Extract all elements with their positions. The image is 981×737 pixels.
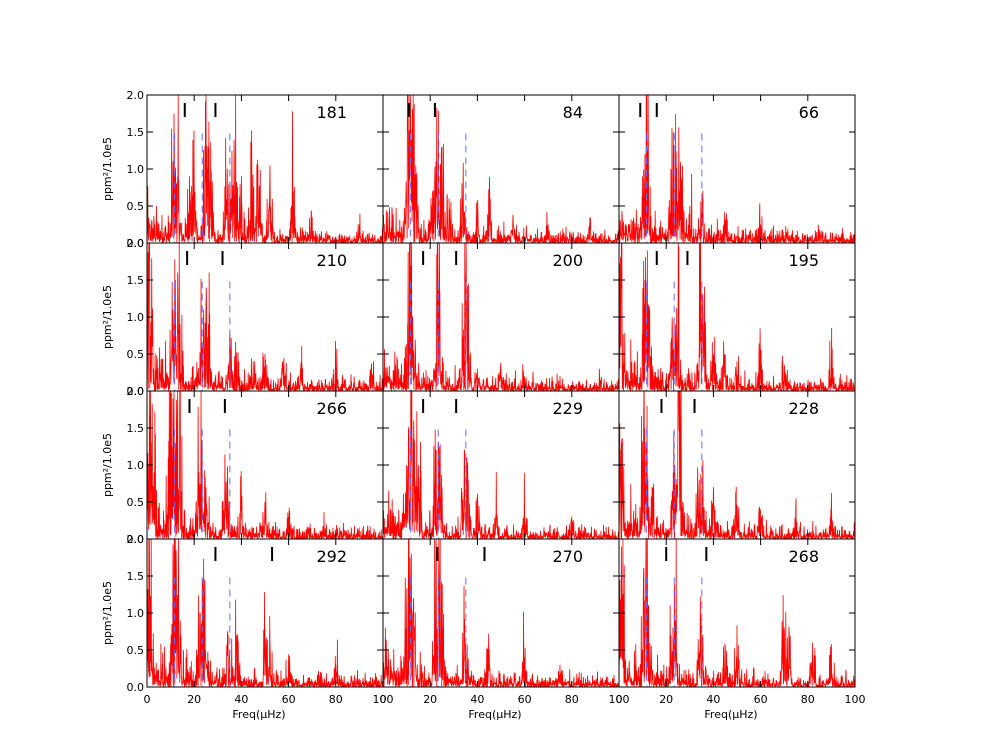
spectrum-series xyxy=(383,243,619,391)
x-tick-label: 60 xyxy=(754,693,768,706)
panel-frame xyxy=(618,94,856,244)
spectrum-series xyxy=(147,391,383,539)
panel-label: 292 xyxy=(316,547,347,566)
spectrum-series xyxy=(383,391,619,539)
x-tick-label: 80 xyxy=(801,693,815,706)
spectrum-panel-292: 292 xyxy=(146,538,384,688)
y-tick-label: 1.5 xyxy=(127,274,145,287)
panel-frame xyxy=(146,94,384,244)
spectrum-panel-270: 270 xyxy=(382,538,620,688)
spectrum-panel-268: 268 xyxy=(618,538,856,688)
panel-label: 195 xyxy=(788,251,819,270)
panel-label: 210 xyxy=(316,251,347,270)
panel-frame xyxy=(382,538,620,688)
y-tick-label: 2.0 xyxy=(127,237,145,250)
spectrum-panel-210: 210 xyxy=(146,242,384,392)
panel-label: 84 xyxy=(563,103,583,122)
y-axis-title: ppm²/1.0e5 xyxy=(101,433,114,497)
x-tick-label: 40 xyxy=(470,693,484,706)
y-tick-label: 1.0 xyxy=(127,311,145,324)
spectrum-series xyxy=(383,95,619,243)
x-tick-label: 60 xyxy=(518,693,532,706)
x-tick-label: 100 xyxy=(845,693,866,706)
panel-label: 268 xyxy=(788,547,819,566)
spectrum-panel-228: 228 xyxy=(618,390,856,540)
y-tick-label: 1.5 xyxy=(127,570,145,583)
y-tick-label: 1.0 xyxy=(127,459,145,472)
y-tick-label: 1.5 xyxy=(127,422,145,435)
spectrum-panel-195: 195 xyxy=(618,242,856,392)
spectrum-panel-229: 229 xyxy=(382,390,620,540)
x-axis-title: Freq(μHz) xyxy=(468,708,521,721)
y-tick-label: 0.5 xyxy=(127,348,145,361)
panel-label: 66 xyxy=(799,103,819,122)
panel-label: 270 xyxy=(552,547,583,566)
panel-label: 200 xyxy=(552,251,583,270)
y-axis-labels: 0.0 0.5 1.0 1.5 2.0 ppm²/1.0e5 0.0 0.5 1.0 1.5 2.0… xyxy=(101,89,144,694)
y-tick-label: 1.0 xyxy=(127,163,145,176)
y-axis-title: ppm²/1.0e5 xyxy=(101,581,114,645)
panel-label: 266 xyxy=(316,399,347,418)
spectrum-series xyxy=(619,391,855,539)
spectrum-series xyxy=(383,539,619,687)
x-tick-label: 80 xyxy=(565,693,579,706)
x-axis-title: Freq(μHz) xyxy=(704,708,757,721)
y-tick-label: 1.5 xyxy=(127,126,145,139)
y-tick-label: 0.0 xyxy=(127,533,145,546)
y-tick-label: 0.0 xyxy=(127,681,145,694)
x-tick-label: 100 xyxy=(609,693,630,706)
x-tick-label: 20 xyxy=(423,693,437,706)
spectrum-series xyxy=(619,95,855,243)
spectrum-panel-266: 266 xyxy=(146,390,384,540)
spectrum-series xyxy=(147,95,383,243)
x-tick-label: 40 xyxy=(234,693,248,706)
y-axis-title: ppm²/1.0e5 xyxy=(101,285,114,349)
y-axis-title: ppm²/1.0e5 xyxy=(101,137,114,201)
x-tick-label: 0 xyxy=(616,693,623,706)
spectrum-panel-66: 66 xyxy=(618,94,856,244)
x-tick-label: 0 xyxy=(144,693,151,706)
x-tick-label: 0 xyxy=(380,693,387,706)
x-tick-label: 20 xyxy=(659,693,673,706)
y-tick-label: 2.0 xyxy=(127,533,145,546)
x-tick-label: 60 xyxy=(282,693,296,706)
y-tick-label: 1.0 xyxy=(127,607,145,620)
x-tick-label: 40 xyxy=(706,693,720,706)
panel-label: 229 xyxy=(552,399,583,418)
panel-frame xyxy=(146,538,384,688)
spectrum-series xyxy=(147,243,383,391)
x-axis-labels: 0 20 40 60 80 100 Freq(μHz) 0 20 40 60 80 100 Freq(μH… xyxy=(144,693,866,721)
y-tick-label: 0.5 xyxy=(127,644,145,657)
y-tick-label: 0.5 xyxy=(127,200,145,213)
panel-grid: 181 84 66 210 200 195 266 229 228 292 270 268 xyxy=(146,94,856,688)
y-tick-label: 0.5 xyxy=(127,496,145,509)
spectrum-panel-84: 84 xyxy=(382,94,620,244)
y-tick-label: 0.0 xyxy=(127,385,145,398)
spectrum-panel-181: 181 xyxy=(146,94,384,244)
panel-label: 228 xyxy=(788,399,819,418)
panel-label: 181 xyxy=(316,103,347,122)
y-tick-label: 0.0 xyxy=(127,237,145,250)
spectrum-series xyxy=(619,243,855,391)
y-tick-label: 2.0 xyxy=(127,385,145,398)
x-tick-label: 100 xyxy=(373,693,394,706)
x-axis-title: Freq(μHz) xyxy=(232,708,285,721)
spectrum-series xyxy=(147,539,383,687)
x-tick-label: 80 xyxy=(329,693,343,706)
spectrum-panel-200: 200 xyxy=(382,242,620,392)
x-tick-label: 20 xyxy=(187,693,201,706)
y-tick-label: 2.0 xyxy=(127,89,145,102)
spectrum-series xyxy=(619,539,855,687)
